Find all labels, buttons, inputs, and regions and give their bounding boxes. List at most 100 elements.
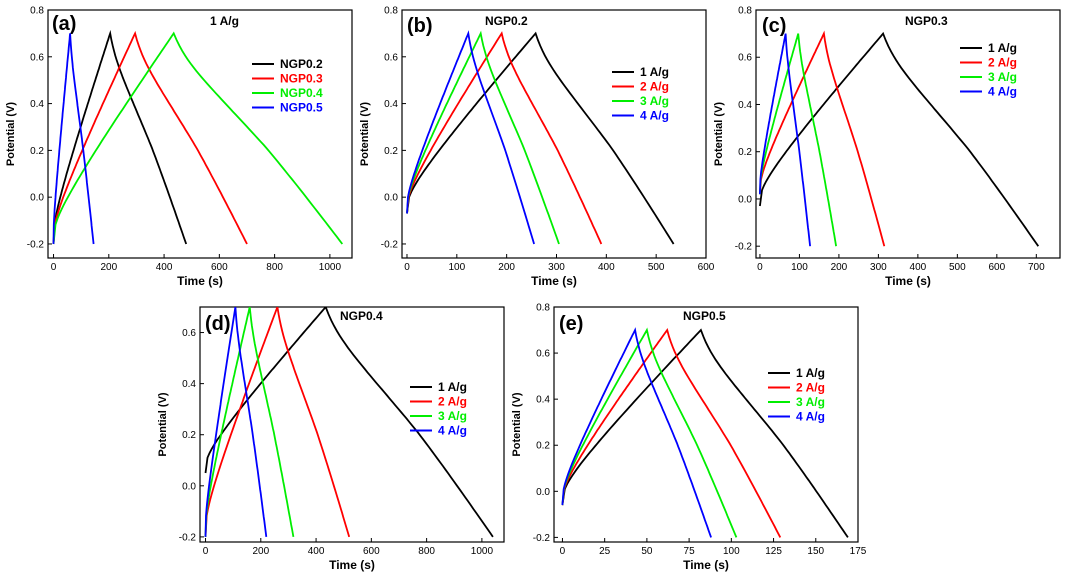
y-tick-label: -0.2 — [735, 242, 753, 253]
y-tick-label: 0.2 — [182, 430, 196, 441]
legend-label: 2 A/g — [438, 395, 467, 409]
panel-title: NGP0.3 — [905, 14, 948, 28]
y-tick-label: 0.8 — [536, 303, 550, 314]
legend-label: 3 A/g — [988, 70, 1017, 84]
y-tick-label: -0.2 — [533, 533, 551, 544]
x-tick-label: 600 — [988, 262, 1005, 273]
series-line-2-a-g — [759, 30, 886, 247]
x-tick-label: 500 — [949, 262, 966, 273]
x-tick-label: 200 — [831, 262, 848, 273]
x-tick-label: 0 — [560, 546, 566, 557]
series-line-1-a-g — [406, 31, 675, 245]
series-line-ngp0-3 — [52, 30, 248, 245]
y-tick-label: 0.6 — [536, 349, 550, 360]
y-tick-label: 0.2 — [536, 441, 550, 452]
panel-label: (c) — [762, 15, 786, 37]
legend-label: 4 A/g — [640, 109, 669, 123]
x-tick-label: 100 — [791, 262, 808, 273]
series-line-4-a-g — [759, 33, 811, 247]
series-line-1-a-g — [204, 307, 494, 538]
legend-label: NGP0.5 — [280, 101, 323, 115]
x-tick-label: 700 — [1028, 262, 1045, 273]
y-tick-label: 0.0 — [738, 194, 752, 205]
y-tick-label: 0.4 — [536, 395, 550, 406]
legend-label: 4 A/g — [438, 424, 467, 438]
panel-label: (a) — [52, 13, 76, 35]
x-tick-label: 200 — [498, 262, 515, 273]
y-tick-label: 0.8 — [30, 6, 44, 17]
series-line-4-a-g — [406, 30, 535, 245]
legend-label: 3 A/g — [640, 94, 669, 108]
y-tick-label: 0.4 — [384, 99, 398, 110]
y-tick-label: 0.6 — [30, 52, 44, 63]
panel-label: (d) — [205, 313, 231, 335]
y-tick-label: 0.0 — [384, 193, 398, 204]
x-tick-label: 200 — [252, 546, 269, 557]
panel-label: (e) — [559, 313, 583, 335]
y-tick-label: 0.6 — [738, 53, 752, 64]
series-line-ngp0-2 — [52, 29, 188, 245]
y-axis-label: Potential (V) — [359, 102, 371, 167]
legend-label: 1 A/g — [796, 366, 825, 380]
series-line-2-a-g — [561, 327, 782, 538]
y-tick-label: 0.8 — [738, 6, 752, 17]
panel-e: 0 25 50 75 100 125 150 175 -0.2 0.0 0.2 0.4 0.6 0.8 Ti… — [511, 303, 867, 573]
panel-title: NGP0.2 — [485, 14, 528, 28]
y-axis-label: Potential (V) — [5, 102, 17, 167]
x-axis-label: Time (s) — [683, 558, 729, 572]
y-tick-label: 0.4 — [182, 379, 196, 390]
y-tick-label: 0.4 — [30, 99, 44, 110]
y-tick-label: 0.0 — [182, 481, 196, 492]
x-tick-label: 100 — [723, 546, 740, 557]
legend-label: 1 A/g — [438, 380, 467, 394]
y-tick-label: 0.6 — [182, 328, 196, 339]
legend-label: 4 A/g — [796, 410, 825, 424]
x-tick-label: 1000 — [319, 262, 342, 273]
y-axis-label: Potential (V) — [713, 102, 725, 167]
series-line-2-a-g — [406, 31, 603, 245]
x-axis-label: Time (s) — [531, 274, 577, 288]
x-tick-label: 300 — [548, 262, 565, 273]
legend-label: NGP0.2 — [280, 57, 323, 71]
plot-frame — [47, 9, 353, 259]
legend-label: 4 A/g — [988, 85, 1017, 99]
x-tick-label: 150 — [807, 546, 824, 557]
plot-frame — [199, 306, 505, 543]
x-tick-label: 25 — [599, 546, 611, 557]
y-tick-label: 0.2 — [738, 147, 752, 158]
y-tick-label: -0.2 — [27, 239, 45, 250]
x-tick-label: 600 — [211, 262, 228, 273]
series-line-ngp0-4 — [52, 31, 344, 245]
series-line-4-a-g — [204, 307, 268, 538]
x-axis-label: Time (s) — [329, 558, 375, 572]
panel-title: 1 A/g — [210, 14, 239, 28]
legend-label: NGP0.4 — [280, 86, 323, 100]
panel-b: 0 100 200 300 400 500 600 -0.2 0.0 0.2 0.4 0.6 0.8 Ti… — [359, 6, 715, 289]
plot-frame — [401, 9, 707, 259]
y-tick-label: 0.8 — [384, 6, 398, 17]
legend-label: 3 A/g — [438, 409, 467, 423]
x-tick-label: 400 — [156, 262, 173, 273]
y-tick-label: 0.0 — [30, 193, 44, 204]
series-line-4-a-g — [561, 327, 712, 538]
y-tick-label: -0.2 — [381, 239, 399, 250]
panel-title: NGP0.5 — [683, 309, 726, 323]
legend-label: 1 A/g — [640, 65, 669, 79]
x-tick-label: 600 — [698, 262, 715, 273]
series-line-3-a-g — [204, 307, 295, 538]
y-tick-label: 0.6 — [384, 52, 398, 63]
panel-a: 0 200 400 600 800 1000 -0.2 0.0 0.2 0.4 0.6 0.8 Time… — [5, 6, 353, 288]
panel-d: 0 200 400 600 800 1000 -0.2 0.0 0.2 0.4 0.6 Time (s… — [157, 306, 505, 572]
y-tick-label: -0.2 — [179, 532, 197, 543]
series-line-1-a-g — [759, 31, 1040, 247]
panel-label: (b) — [407, 15, 433, 37]
legend-label: NGP0.3 — [280, 72, 323, 86]
x-tick-label: 175 — [850, 546, 867, 557]
x-tick-label: 500 — [648, 262, 665, 273]
y-tick-label: 0.4 — [738, 100, 752, 111]
x-tick-label: 400 — [910, 262, 927, 273]
x-tick-label: 300 — [870, 262, 887, 273]
x-axis-label: Time (s) — [885, 274, 931, 288]
x-tick-label: 50 — [641, 546, 653, 557]
